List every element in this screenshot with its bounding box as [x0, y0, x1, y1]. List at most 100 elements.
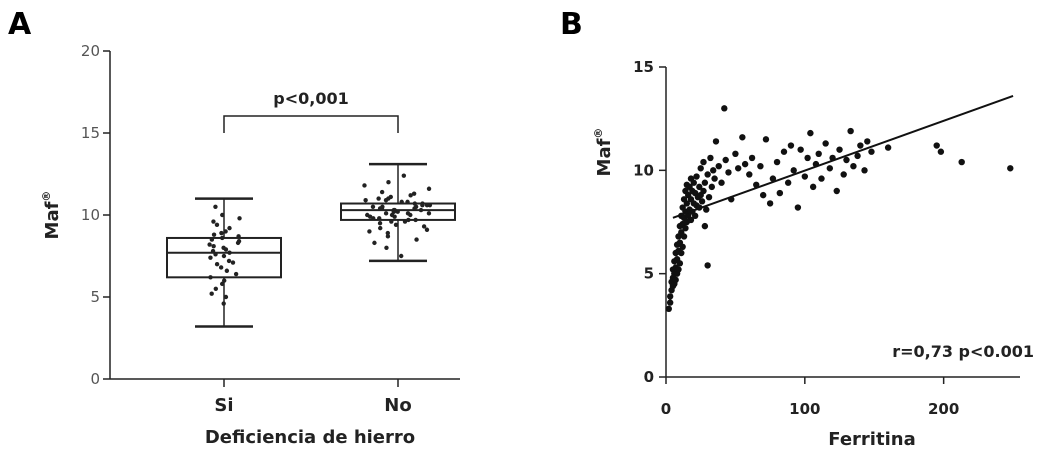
data-point-a: [213, 286, 219, 291]
data-point-a: [370, 204, 376, 209]
data-point-b: [787, 142, 795, 149]
data-point-b: [698, 198, 706, 205]
data-point-a: [221, 301, 226, 306]
data-point-a: [236, 239, 242, 244]
data-point-b: [666, 299, 674, 306]
data-point-a: [377, 221, 383, 226]
data-point-a: [376, 196, 381, 201]
data-point-b: [933, 142, 940, 149]
x-axis-title-a: Deficiencia de hierro: [205, 427, 415, 448]
data-point-a: [426, 211, 432, 216]
data-point-a: [378, 225, 383, 231]
data-point-a: [372, 240, 377, 246]
data-point-b: [696, 183, 703, 191]
data-point-a: [214, 222, 220, 228]
data-point-a: [213, 204, 218, 209]
data-point-b: [672, 276, 679, 284]
data-point-a: [209, 237, 215, 242]
data-point-b: [687, 216, 695, 224]
data-point-a: [389, 212, 395, 218]
significance-bracket: [223, 115, 399, 133]
y-tick-label-b: 0: [644, 368, 654, 386]
data-point-a: [406, 217, 411, 223]
data-point-b: [868, 148, 875, 155]
data-point-a: [424, 202, 430, 208]
data-point-b: [705, 194, 713, 201]
data-point-a: [405, 211, 411, 216]
data-point-a: [421, 224, 427, 229]
data-point-b: [732, 150, 739, 157]
y-axis-title-text-a: Maf: [42, 201, 63, 239]
data-point-a: [214, 262, 220, 267]
scatter-plot-panel-b: 0 5 10 15 0 100 200 Ferritina Maf® r=0,73 p<0.001: [592, 58, 1034, 450]
data-point-b: [766, 200, 774, 207]
data-point-b: [718, 179, 725, 186]
data-point-b: [665, 305, 672, 312]
data-point-b: [666, 293, 674, 300]
y-tick-label-a: 0: [90, 370, 100, 388]
panel-letter-b: B: [560, 7, 583, 42]
data-point-a: [385, 230, 391, 236]
data-point-b: [700, 158, 707, 166]
data-point-b: [746, 171, 753, 178]
data-point-a: [385, 234, 391, 239]
data-point-a: [365, 212, 370, 218]
data-point-b: [836, 146, 843, 153]
panel-letter-a: A: [8, 7, 32, 42]
data-point-b: [701, 179, 709, 186]
y-tick-label-b: 10: [633, 161, 654, 179]
data-point-b: [703, 206, 710, 213]
data-point-b: [769, 175, 777, 182]
data-point-b: [701, 222, 709, 230]
data-point-a: [401, 173, 407, 178]
data-point-a: [230, 260, 236, 265]
data-point-b: [700, 187, 707, 195]
data-point-b: [864, 138, 871, 145]
data-point-a: [413, 217, 418, 223]
x-tick-label-b: 0: [661, 400, 671, 418]
data-point-b: [773, 158, 781, 166]
data-point-b: [840, 171, 847, 178]
data-point-b: [818, 175, 825, 182]
data-point-b: [794, 204, 802, 211]
data-point-a: [402, 219, 408, 224]
data-point-b: [704, 262, 711, 269]
data-point-a: [408, 193, 413, 198]
data-point-a: [414, 237, 419, 242]
data-point-b: [833, 187, 840, 195]
data-point-a: [211, 232, 217, 237]
y-tick-label-a: 5: [90, 288, 100, 306]
data-point-a: [399, 199, 404, 205]
trend-line: [672, 94, 1014, 219]
data-point-b: [807, 129, 814, 137]
data-point-a: [405, 199, 410, 205]
data-point-b: [854, 152, 861, 160]
data-point-a: [426, 186, 432, 191]
data-point-a: [389, 219, 394, 224]
box-plot-panel-a: 0 5 10 15 20 Si No Deficiencia de hierro Maf® p<0…: [40, 42, 460, 448]
data-point-b: [711, 175, 718, 182]
data-point-a: [386, 180, 391, 185]
data-point-b: [680, 233, 688, 240]
data-point-b: [847, 127, 854, 135]
data-point-a: [211, 219, 216, 224]
data-point-a: [377, 216, 382, 221]
y-tick-label-a: 15: [81, 124, 100, 142]
data-point-b: [776, 189, 784, 197]
data-point-b: [690, 179, 697, 186]
data-point-a: [362, 183, 367, 188]
data-point-a: [226, 258, 232, 264]
p-value-annotation-a: p<0,001: [273, 89, 348, 108]
data-point-b: [691, 212, 699, 219]
x-tick-label-b: 100: [789, 400, 820, 418]
x-category-label: No: [384, 395, 411, 416]
y-tick-label-b: 15: [633, 58, 654, 76]
x-category-label: Si: [214, 395, 233, 416]
data-point-b: [861, 167, 868, 174]
data-point-b: [707, 154, 714, 162]
data-point-a: [224, 268, 230, 273]
data-point-a: [213, 252, 218, 257]
data-point-a: [424, 227, 430, 232]
data-point-a: [208, 255, 213, 260]
data-point-a: [384, 245, 389, 250]
